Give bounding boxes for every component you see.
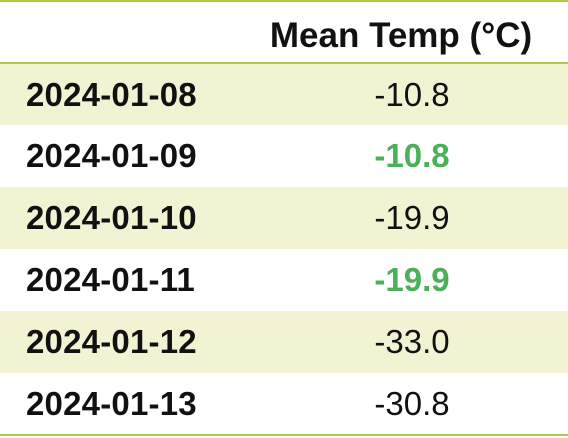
row-date: 2024-01-12 (0, 311, 234, 373)
row-date: 2024-01-09 (26, 137, 197, 174)
row-mean-temp: -19.9 (234, 187, 568, 249)
table-row: 2024-01-13 -30.8 (0, 373, 568, 436)
table-row: 2024-01-12 -33.0 (0, 311, 568, 373)
row-date: 2024-01-10 (0, 187, 234, 249)
table-row: 2024-01-10 -19.9 (0, 187, 568, 249)
row-mean-temp: -33.0 (234, 311, 568, 373)
table-row: 2024-01-11 -19.9 (0, 249, 568, 311)
table-row: 2024-01-08 -10.8 (0, 63, 568, 125)
row-mean-temp: -19.9 (374, 261, 450, 298)
mean-temp-column-header: Mean Temp (°C) (234, 0, 568, 64)
row-date: 2024-01-08 (0, 63, 234, 125)
row-date: 2024-01-13 (0, 373, 234, 436)
row-mean-temp: -10.8 (374, 137, 450, 174)
header-row: Mean Temp (°C) (0, 0, 568, 64)
table-body: 2024-01-08 -10.8 2024-01-09 -10.8 2024-0… (0, 63, 568, 436)
table-row: 2024-01-09 -10.8 (0, 125, 568, 187)
row-mean-temp: -30.8 (234, 373, 568, 436)
row-mean-temp: -10.8 (234, 63, 568, 125)
row-date: 2024-01-11 (26, 261, 195, 298)
table-header: Mean Temp (°C) (0, 0, 568, 64)
index-column-header (0, 0, 234, 64)
